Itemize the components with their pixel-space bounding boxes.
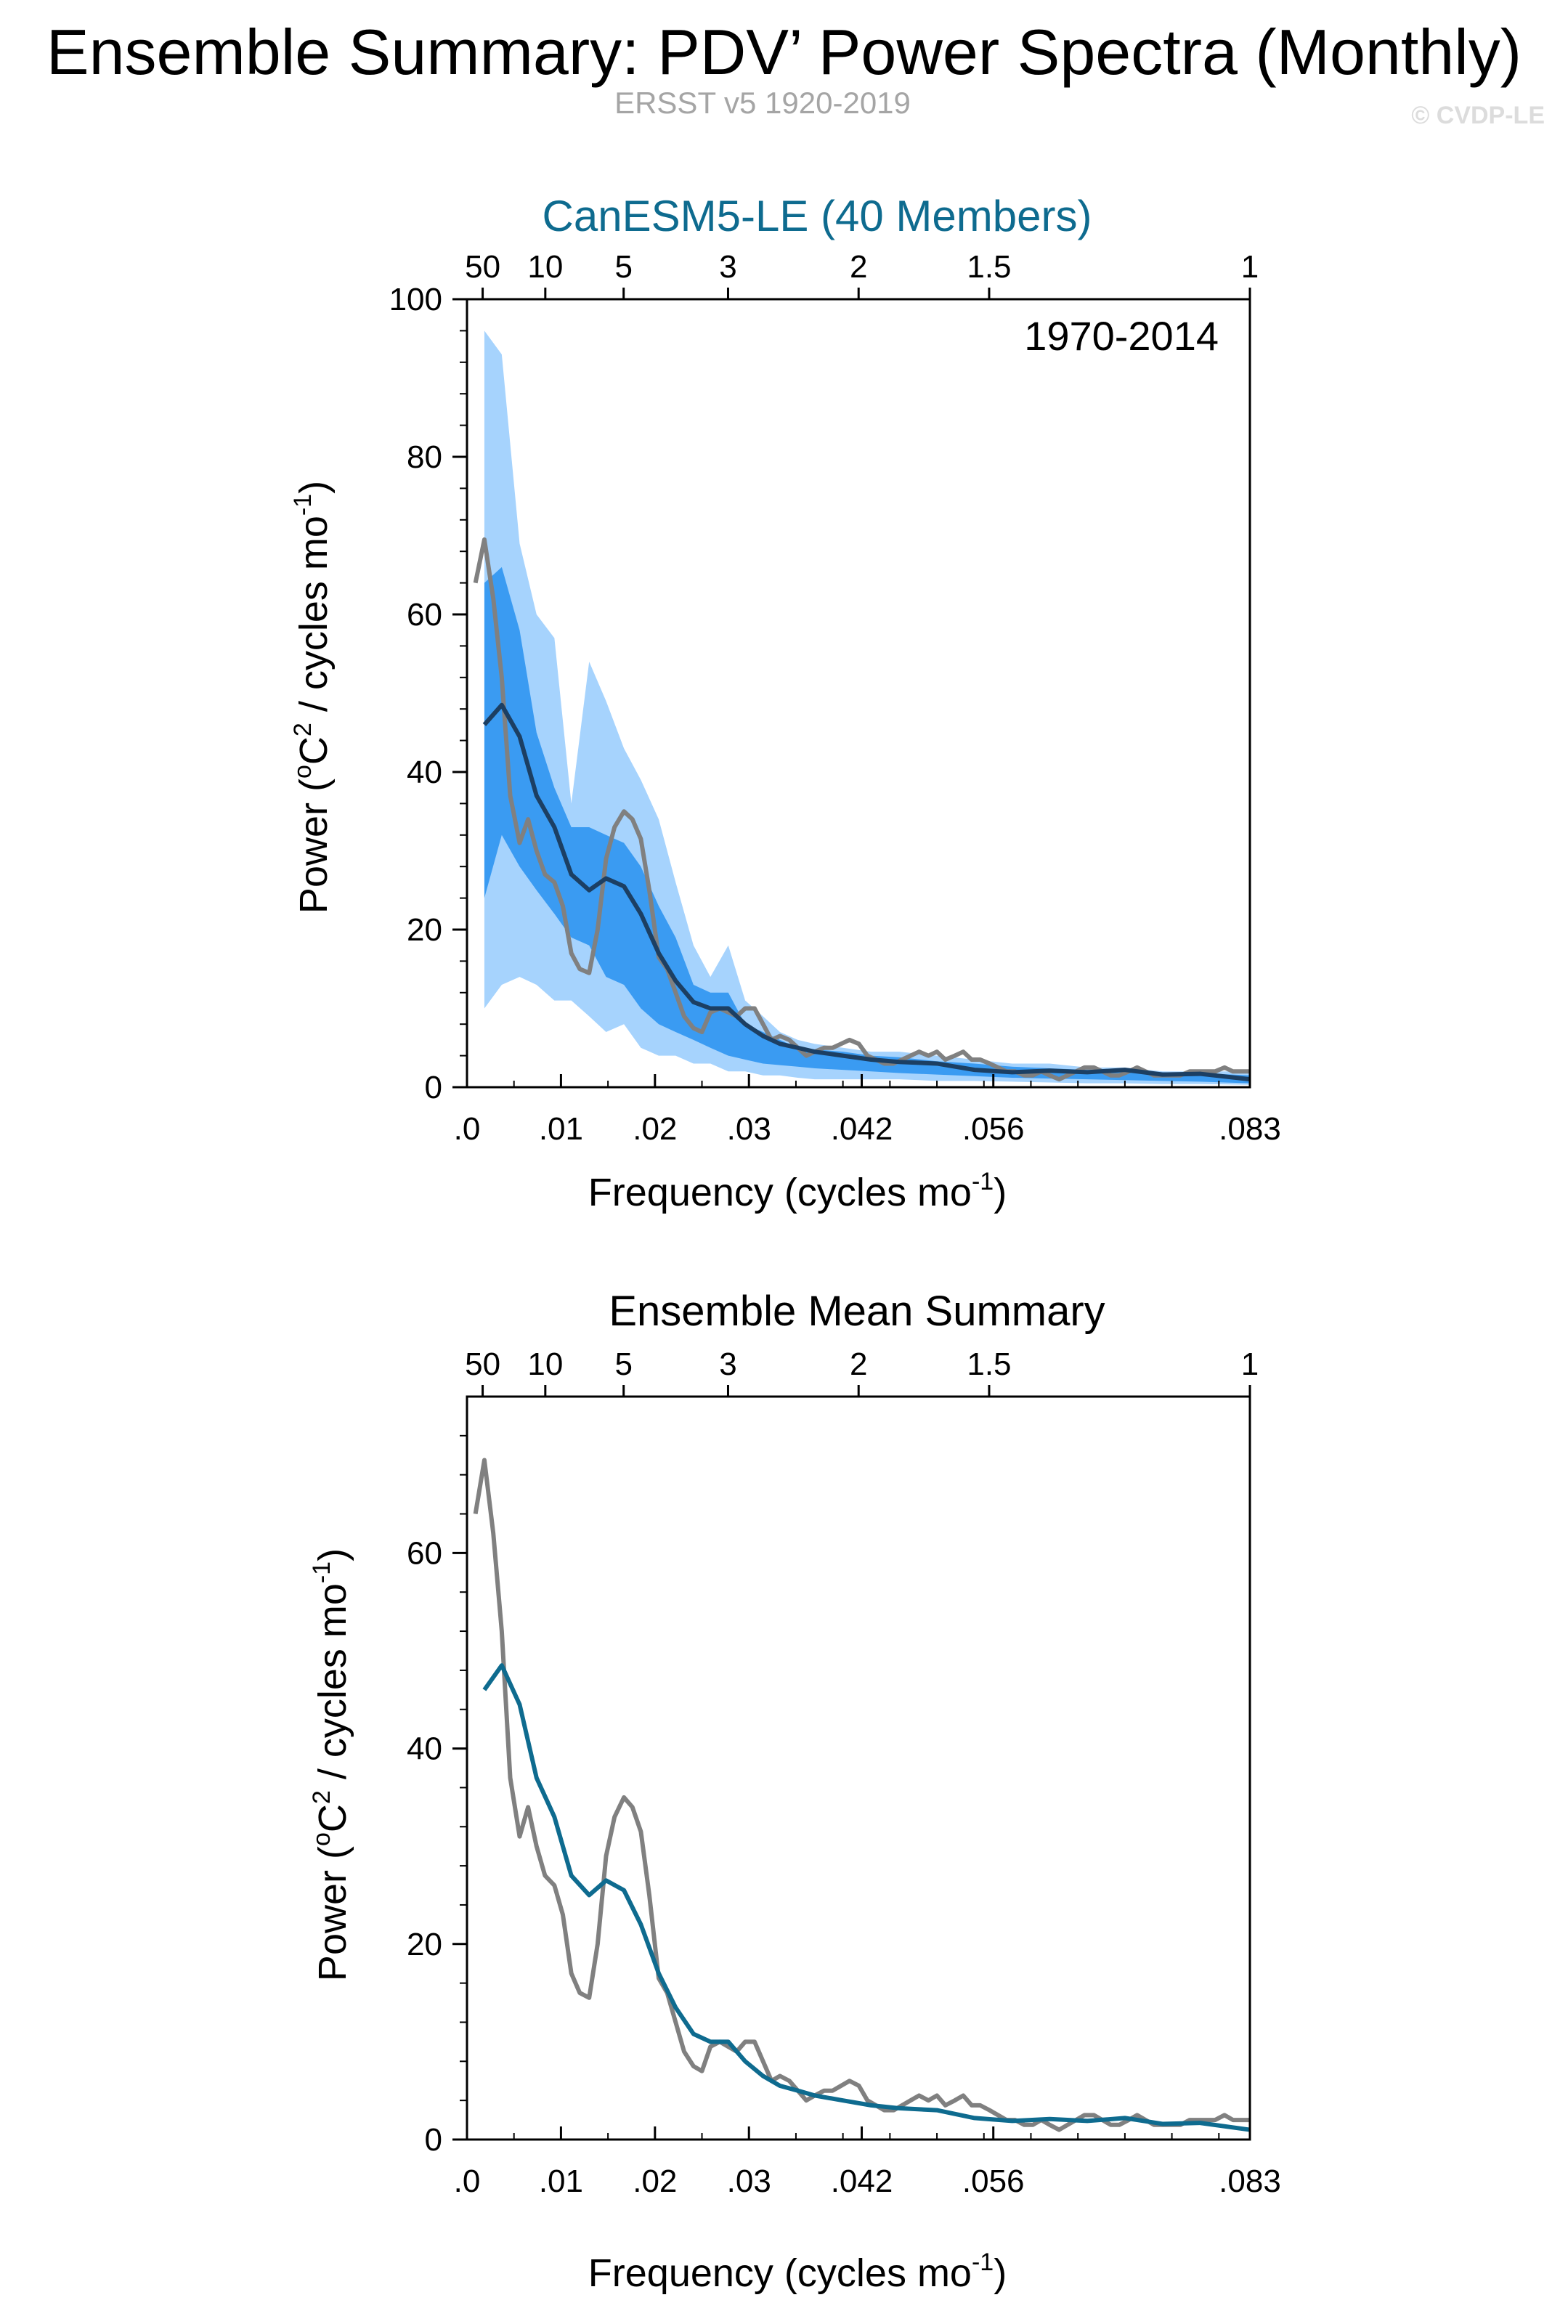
top-y-tick-label: 60 (407, 597, 442, 633)
bottom-y-tick-label: 20 (407, 1927, 442, 1962)
bottom-plot-frame (466, 1395, 1251, 2141)
top-period-axis: 50 10 5 3 2 1.5 1 (465, 249, 1259, 299)
top-x-tick-label: .042 (831, 1111, 893, 1147)
bottom-panel-title: Ensemble Mean Summary (609, 1288, 1105, 1335)
top-band-outer (484, 330, 1250, 1085)
top-y-axis-title: Power (oC2 / cycles mo-1) (289, 481, 336, 914)
top-x-tick-label: .0 (454, 1111, 481, 1147)
bottom-period-tick-label: 3 (719, 1346, 736, 1382)
bottom-y-tick-label: 40 (407, 1731, 442, 1767)
bottom-x-tick-label: .042 (831, 2163, 893, 2199)
bottom-x-tick-label: .0 (454, 2163, 481, 2199)
top-annotation: 1970-2014 (1024, 313, 1219, 359)
top-period-tick-label: 1.5 (967, 249, 1011, 285)
top-band-inner (484, 566, 1250, 1084)
top-x-tick-label: .01 (539, 1111, 583, 1147)
bottom-period-tick-label: 1 (1241, 1346, 1259, 1382)
bottom-x-axis-title: Frequency (cycles mo-1) (588, 2248, 1007, 2295)
bottom-y-tick-label: 0 (425, 2122, 442, 2158)
top-panel: CanESM5-LE (40 Members) .0 .01 .02 .03 .042.… (289, 192, 1281, 1214)
bottom-y-axis: 0 20 40 60 (407, 1434, 467, 2158)
bottom-x-tick-label: .083 (1219, 2163, 1281, 2199)
top-x-tick-label: .083 (1219, 1111, 1281, 1147)
top-x-tick-label: .02 (633, 1111, 677, 1147)
top-x-tick-label: .056 (962, 1111, 1025, 1147)
bottom-x-axis: .0 .01 .02 .03 .042 .056 .083 (454, 2126, 1281, 2199)
top-panel-title: CanESM5-LE (40 Members) (543, 192, 1092, 240)
top-x-axis-title: Frequency (cycles mo-1) (588, 1168, 1007, 1214)
top-period-tick-label: 3 (719, 249, 736, 285)
top-period-tick-label: 10 (527, 249, 563, 285)
bottom-x-tick-label: .056 (962, 2163, 1025, 2199)
top-x-tick-label: .03 (727, 1111, 771, 1147)
bottom-period-axis: 50 10 5 3 2 1.5 1 (465, 1346, 1259, 1397)
bottom-panel: Ensemble Mean Summary .0 .01 .02 .03 .042 .05… (308, 1288, 1281, 2295)
top-y-tick-label: 40 (407, 755, 442, 790)
top-x-axis: .0 .01 .02 .03 .042 .056 .083 (454, 1074, 1281, 1147)
top-period-tick-label: 1 (1241, 249, 1259, 285)
bottom-y-tick-label: 60 (407, 1535, 442, 1571)
top-ensemble-range-inner (484, 566, 1250, 1084)
bottom-lines (473, 1458, 1251, 2132)
top-y-axis: 0 20 40 60 80 100 (389, 282, 467, 1105)
bottom-x-tick-label: .01 (539, 2163, 583, 2199)
top-lines (473, 537, 1251, 1082)
bottom-ensemble-mean-line (482, 1663, 1251, 2132)
top-y-tick-label: 100 (389, 282, 442, 317)
top-y-tick-label: 20 (407, 912, 442, 948)
bottom-y-axis-title: Power (oC2 / cycles mo-1) (308, 1548, 354, 1981)
bottom-x-tick-label: .02 (633, 2163, 677, 2199)
bottom-period-tick-label: 2 (850, 1346, 867, 1382)
top-y-tick-label: 0 (425, 1070, 442, 1105)
bottom-period-tick-label: 50 (465, 1346, 500, 1382)
page-subtitle: ERSST v5 1920-2019 (614, 86, 911, 120)
top-period-tick-label: 50 (465, 249, 500, 285)
top-observed-line (473, 537, 1250, 1082)
top-period-tick-label: 2 (850, 249, 867, 285)
copyright-watermark: © CVDP-LE (1411, 102, 1545, 129)
page-title: Ensemble Summary: PDV’ Power Spectra (Mo… (46, 16, 1522, 88)
bottom-x-tick-label: .03 (727, 2163, 771, 2199)
top-y-tick-label: 80 (407, 439, 442, 475)
top-ensemble-mean-line (482, 702, 1251, 1082)
bottom-period-tick-label: 5 (614, 1346, 632, 1382)
top-ensemble-range-outer (484, 330, 1250, 1085)
bottom-period-tick-label: 10 (527, 1346, 563, 1382)
top-period-tick-label: 5 (614, 249, 632, 285)
bottom-period-tick-label: 1.5 (967, 1346, 1011, 1382)
bottom-observed-line (473, 1458, 1250, 2132)
